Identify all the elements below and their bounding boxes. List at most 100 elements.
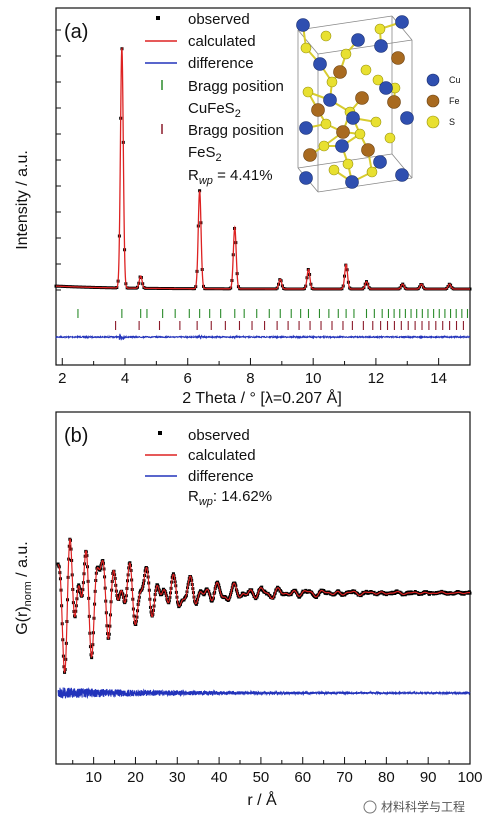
panel-a-legend: observed calculated difference Bragg pos… <box>145 11 284 187</box>
unit-cell-edge <box>297 29 319 55</box>
legend-cu-atom <box>426 73 440 87</box>
s-atom <box>372 74 384 86</box>
legend-b-observed-marker <box>158 431 162 435</box>
crystal-structure-inset: Cu Fe S <box>296 15 461 193</box>
panel-a-x-tick-label: 8 <box>246 370 254 387</box>
panel-b-x-tick-label: 80 <box>378 769 395 786</box>
s-atom <box>340 48 352 60</box>
cu-atom <box>379 81 393 95</box>
panel-a-rwp-sub: wp <box>199 175 213 187</box>
panel-b-ylabel-sub: norm <box>22 581 34 606</box>
fe-atom <box>303 148 317 162</box>
panel-a-x-axis-title: 2 Theta / ° [λ=0.207 Å] <box>182 388 342 407</box>
legend-fes2-formula: FeS2 <box>188 144 222 164</box>
panel-b-x-tick-label: 50 <box>253 769 270 786</box>
panel-b-ylabel-main: G(r) <box>14 606 31 634</box>
s-atom <box>302 86 314 98</box>
cu-atom <box>299 171 313 185</box>
panel-a-label: (a) <box>64 21 88 43</box>
unit-cell-edge <box>317 39 413 55</box>
watermark-text: 材料科学与工程 <box>381 799 465 814</box>
cu-atom <box>296 18 310 32</box>
wechat-icon <box>363 800 377 814</box>
legend-calculated-label: calculated <box>188 33 256 50</box>
panel-b-calculated-series <box>57 537 471 674</box>
legend-fes2-text: FeS <box>188 144 216 161</box>
cu-atom <box>335 139 349 153</box>
panel-a-x-tick-label: 4 <box>121 370 129 387</box>
legend-observed-marker <box>156 16 160 20</box>
panel-a-x-tick-label: 6 <box>184 370 192 387</box>
panel-a-difference-series <box>55 333 471 341</box>
unit-cell-edge <box>317 177 413 193</box>
cu-atom <box>345 175 359 189</box>
s-atom <box>328 164 340 176</box>
s-atom <box>318 140 330 152</box>
panel-b-rwp-sub: wp <box>199 496 213 508</box>
panel-b-x-tick-label: 10 <box>85 769 102 786</box>
fe-atom <box>311 103 325 117</box>
cu-atom <box>299 121 313 135</box>
structure-legend: Cu Fe S <box>426 73 461 129</box>
s-atom <box>366 166 378 178</box>
panel-b-rwp-value: : 14.62% <box>213 488 272 505</box>
cu-atom <box>395 168 409 182</box>
s-atom <box>300 42 312 54</box>
fe-atom <box>387 95 401 109</box>
unit-cell-edge <box>297 15 393 31</box>
panel-a-frame <box>55 7 471 366</box>
panel-a-x-tick-label: 2 <box>58 370 66 387</box>
legend-b-difference-label: difference <box>188 468 254 485</box>
s-atom <box>326 76 338 88</box>
panel-b-x-tick-label: 100 <box>457 769 482 786</box>
legend-cufes2-sub: 2 <box>235 108 241 120</box>
legend-cu-label: Cu <box>449 75 461 85</box>
s-atom <box>320 30 332 42</box>
s-atom <box>374 23 386 35</box>
panel-b-traces <box>56 537 472 700</box>
legend-s-label: S <box>449 117 455 127</box>
panel-b-y-axis-title: G(r)norm / a.u. <box>14 541 34 635</box>
s-atom <box>384 132 396 144</box>
s-atom <box>342 158 354 170</box>
panel-a-y-axis-title: Intensity / a.u. <box>14 150 31 250</box>
legend-bragg-cufes2-label: Bragg position <box>188 78 284 95</box>
fe-atom <box>361 143 375 157</box>
legend-fes2-sub: 2 <box>216 152 222 164</box>
panel-b-difference-series <box>57 687 471 700</box>
cu-atom <box>313 57 327 71</box>
legend-observed-label: observed <box>188 11 250 28</box>
panel-b-x-tick-label: 60 <box>294 769 311 786</box>
panel-a-traces <box>54 46 472 341</box>
watermark: 材料科学与工程 <box>363 799 465 814</box>
cu-atom <box>400 111 414 125</box>
panel-b-x-axis-title: r / Å <box>247 790 277 809</box>
panel-b-x-ticks: 10 20 30 40 50 60 70 80 90 100 <box>72 757 483 786</box>
panel-a-xrd: (a) 2 4 6 8 10 12 14 observed calculated diffe… <box>14 7 472 407</box>
panel-b-rwp-r: R <box>188 488 199 505</box>
panel-a-x-tick-label: 12 <box>368 370 385 387</box>
panel-a-y-ticks <box>56 29 61 291</box>
cu-atom <box>346 111 360 125</box>
fe-atom <box>391 51 405 65</box>
s-atom <box>320 118 332 130</box>
legend-s-atom <box>426 115 440 129</box>
panel-b-pdf: (b) 10 20 30 40 50 60 70 80 90 100 observed calcu… <box>14 411 483 809</box>
cu-atom <box>351 33 365 47</box>
legend-cufes2-text: CuFeS <box>188 100 235 117</box>
s-atom <box>360 64 372 76</box>
legend-fe-label: Fe <box>449 96 460 106</box>
s-atom <box>354 128 366 140</box>
fe-atom <box>355 91 369 105</box>
panel-a-bragg-ticks <box>77 309 469 330</box>
legend-bragg-fes2-label: Bragg position <box>188 122 284 139</box>
s-atom <box>370 116 382 128</box>
panel-a-rwp-value: = 4.41% <box>213 167 273 184</box>
panel-b-frame <box>55 411 471 765</box>
cu-atom <box>323 93 337 107</box>
panel-b-x-tick-label: 90 <box>420 769 437 786</box>
panel-a-x-tick-label: 10 <box>305 370 322 387</box>
panel-b-x-tick-label: 70 <box>336 769 353 786</box>
fe-atom <box>336 125 350 139</box>
cu-atom <box>373 155 387 169</box>
